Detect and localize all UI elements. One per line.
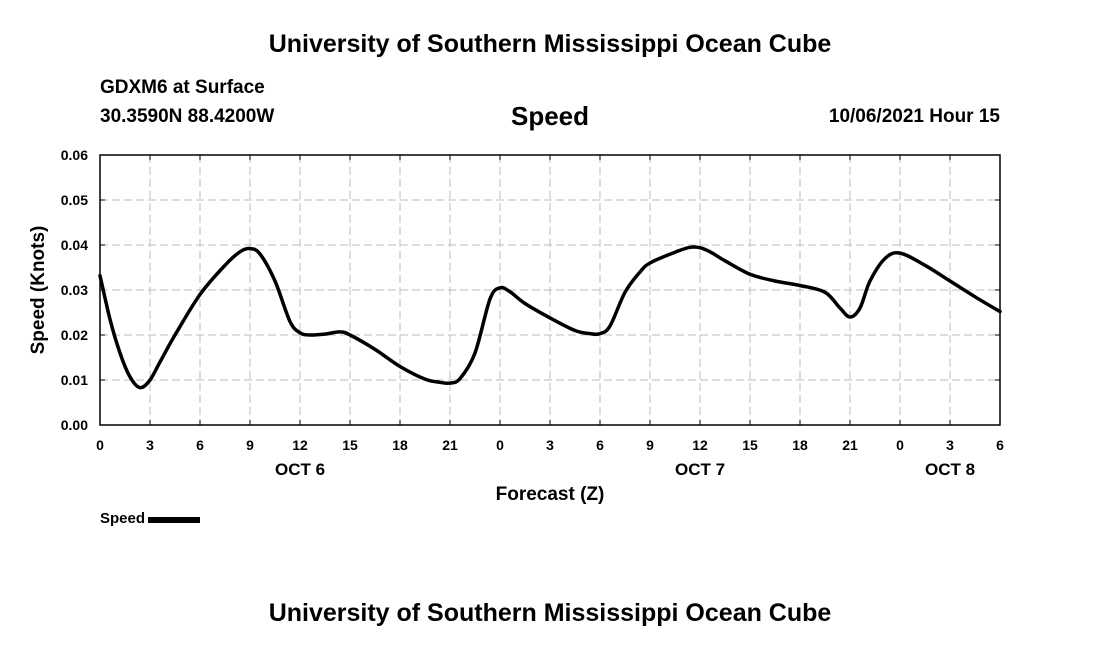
y-tick-label: 0.03 bbox=[61, 282, 88, 298]
legend-swatch bbox=[148, 517, 201, 523]
x-tick-label: 3 bbox=[946, 437, 954, 453]
x-tick-label: 0 bbox=[896, 437, 904, 453]
x-tick-label: 3 bbox=[146, 437, 154, 453]
y-tick-label: 0.02 bbox=[61, 327, 88, 343]
x-tick-label: 6 bbox=[996, 437, 1004, 453]
date-label: OCT 6 bbox=[275, 460, 325, 479]
x-tick-label: 12 bbox=[692, 437, 708, 453]
speed-series-line bbox=[98, 245, 1002, 390]
x-tick-label: 3 bbox=[546, 437, 554, 453]
x-tick-label: 9 bbox=[646, 437, 654, 453]
x-tick-label: 6 bbox=[196, 437, 204, 453]
chart-legend: Speed bbox=[100, 510, 201, 527]
x-tick-label: 21 bbox=[442, 437, 458, 453]
x-tick-label: 15 bbox=[742, 437, 758, 453]
date-label: OCT 7 bbox=[675, 460, 725, 479]
coordinates-label: 30.3590N 88.4200W bbox=[100, 106, 275, 127]
x-tick-label: 9 bbox=[246, 437, 254, 453]
chart-header-title: University of Southern Mississippi Ocean… bbox=[268, 30, 832, 58]
x-tick-label: 6 bbox=[596, 437, 604, 453]
chart-footer-title: University of Southern Mississippi Ocean… bbox=[268, 599, 832, 627]
station-label: GDXM6 at Surface bbox=[100, 77, 265, 98]
x-tick-label: 12 bbox=[292, 437, 308, 453]
x-tick-label: 18 bbox=[792, 437, 808, 453]
x-tick-label: 18 bbox=[392, 437, 408, 453]
legend-label: Speed bbox=[100, 510, 146, 527]
x-axis-title: Forecast (Z) bbox=[496, 484, 605, 505]
y-tick-label: 0.00 bbox=[61, 417, 88, 433]
y-tick-label: 0.05 bbox=[61, 192, 88, 208]
variable-title: Speed bbox=[510, 101, 590, 131]
y-tick-label: 0.04 bbox=[61, 237, 88, 253]
forecast-timestamp: 10/06/2021 Hour 15 bbox=[828, 106, 1000, 127]
x-tick-label: 0 bbox=[496, 437, 504, 453]
date-label: OCT 8 bbox=[925, 460, 975, 479]
x-tick-label: 15 bbox=[342, 437, 358, 453]
x-tick-label: 21 bbox=[842, 437, 858, 453]
x-tick-label: 0 bbox=[96, 437, 104, 453]
y-axis-title: Speed (Knots) bbox=[28, 226, 49, 355]
y-tick-label: 0.01 bbox=[61, 372, 88, 388]
y-tick-label: 0.06 bbox=[61, 147, 88, 163]
